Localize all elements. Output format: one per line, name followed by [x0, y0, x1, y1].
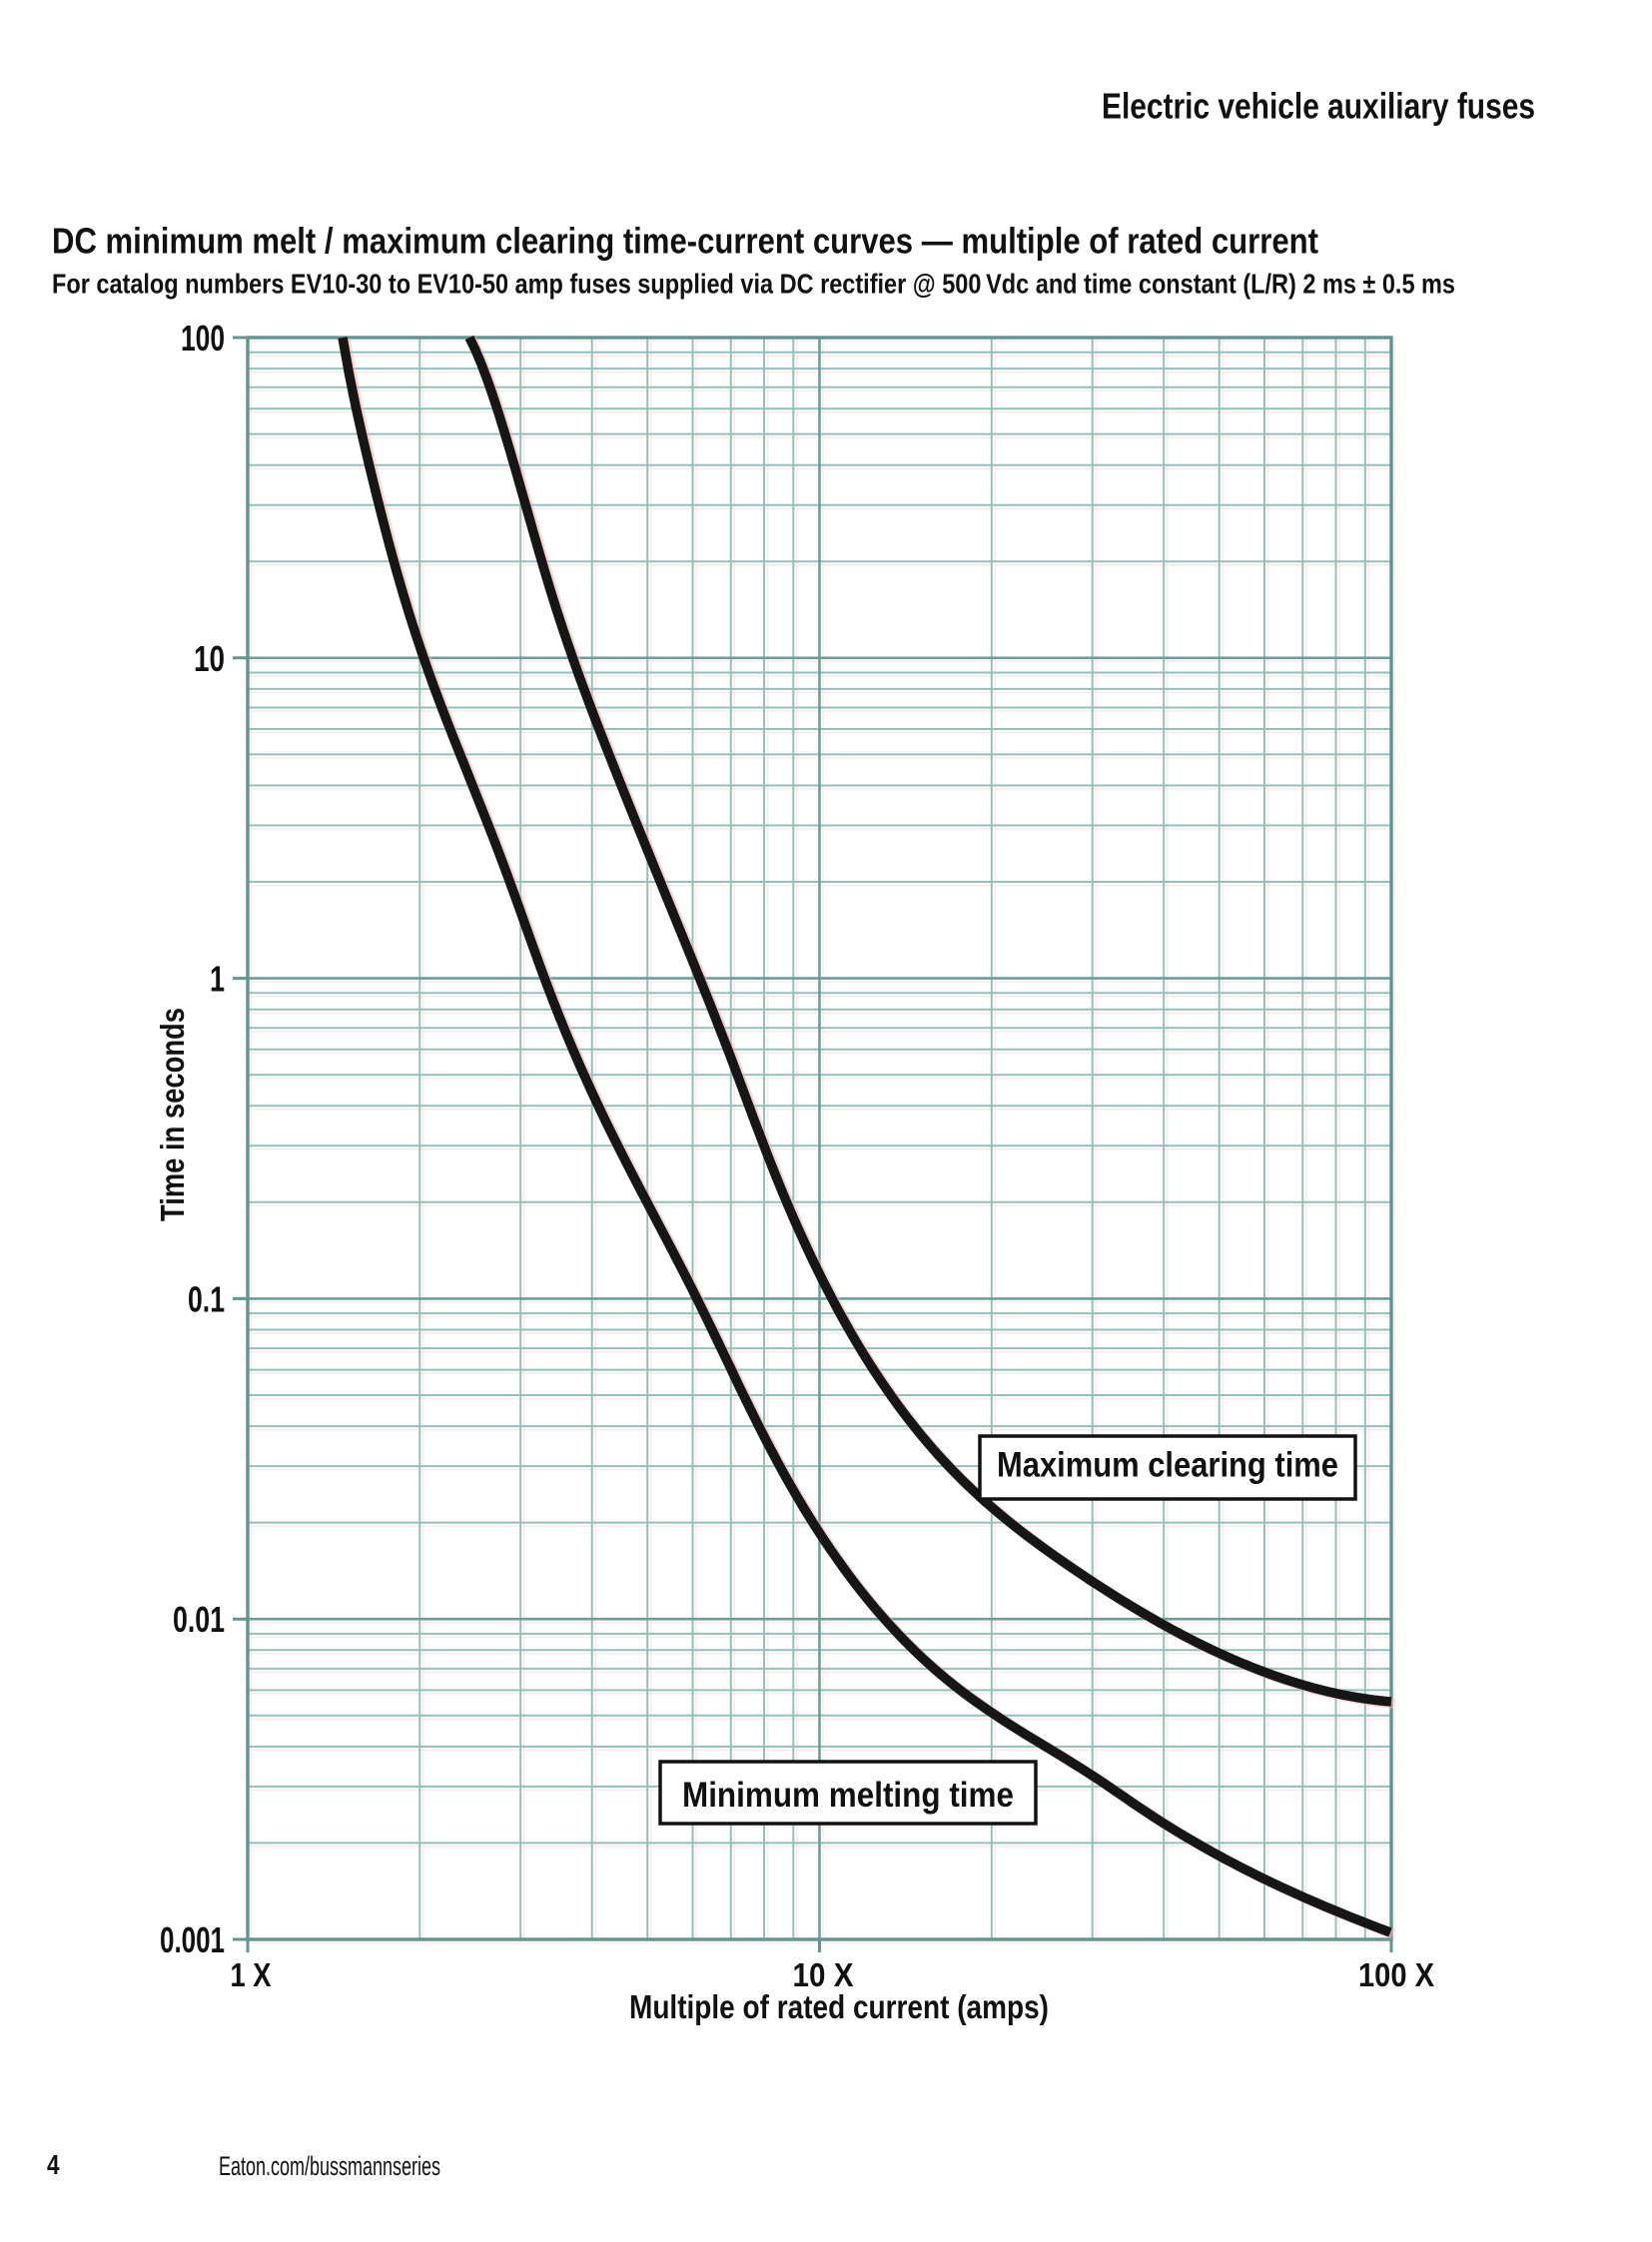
svg-text:10 X: 10 X [793, 1956, 854, 1993]
svg-text:1 X: 1 X [231, 1956, 272, 1993]
svg-text:For catalog numbers EV10-30 to: For catalog numbers EV10-30 to EV10-50 a… [52, 269, 1455, 300]
svg-text:4: 4 [47, 2149, 60, 2180]
svg-text:1: 1 [210, 959, 225, 1000]
svg-text:100: 100 [181, 318, 225, 359]
svg-text:Maximum clearing time: Maximum clearing time [997, 1446, 1338, 1485]
svg-text:0.01: 0.01 [173, 1599, 225, 1640]
svg-text:0.001: 0.001 [160, 1919, 225, 1960]
svg-text:Time in seconds: Time in seconds [154, 1008, 191, 1221]
svg-text:Eaton.com/bussmannseries: Eaton.com/bussmannseries [219, 2151, 440, 2181]
svg-text:0.1: 0.1 [188, 1278, 225, 1319]
svg-text:Electric vehicle auxiliary fus: Electric vehicle auxiliary fuses [1102, 86, 1535, 127]
svg-text:Minimum melting time: Minimum melting time [682, 1776, 1014, 1815]
svg-text:10: 10 [194, 638, 225, 679]
svg-text:100 X: 100 X [1358, 1956, 1434, 1993]
svg-text:DC minimum melt / maximum clea: DC minimum melt / maximum clearing time-… [52, 221, 1318, 262]
svg-text:Multiple of rated current (amp: Multiple of rated current (amps) [629, 1988, 1049, 2025]
